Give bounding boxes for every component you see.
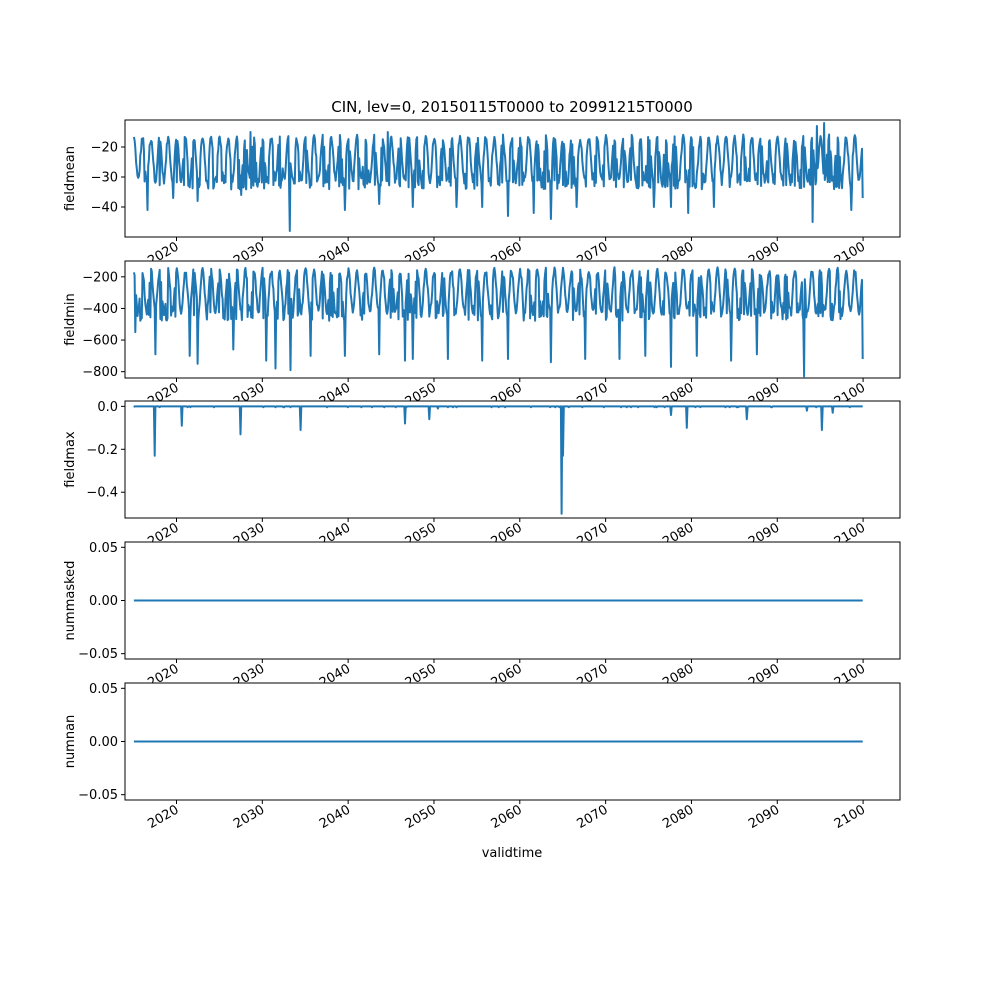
x-tick-label: 2030 [231, 802, 267, 832]
y-tick-label: −0.2 [86, 443, 118, 458]
y-tick-label: −200 [82, 270, 118, 285]
y-tick-label: −800 [82, 365, 118, 380]
x-tick-label: 2020 [145, 802, 181, 832]
y-tick-label: 0.0 [97, 400, 118, 415]
y-tick-label: 0.05 [89, 541, 118, 556]
x-axis-label: validtime [482, 846, 543, 861]
y-tick-label: −20 [91, 141, 118, 156]
plot-frame [124, 260, 901, 379]
x-tick-label: 2060 [489, 802, 525, 832]
subplot-stack: −20 −30 −40 fieldmean 2020 2030 2040 2050 2060 20… [63, 119, 901, 832]
y-axis-label: nummasked [63, 561, 78, 641]
y-tick-label: −0.05 [78, 647, 118, 662]
y-tick-label: −400 [82, 302, 118, 317]
y-tick-label: −0.4 [86, 486, 118, 501]
y-tick-label: −30 [91, 171, 118, 186]
series-line-fieldmean [132, 122, 864, 232]
subplot-numnan: 0.05 0.00 −0.05 numnan 2020 2030 2040 2050 2060 2… [63, 682, 901, 832]
y-tick-label: 0.00 [89, 594, 118, 609]
plot-frame [124, 400, 901, 519]
y-tick-label: −600 [82, 334, 118, 349]
panel-background [125, 401, 900, 518]
y-tick-label: −40 [91, 201, 118, 216]
x-tick-label: 2080 [660, 802, 696, 832]
y-tick-label: 0.05 [89, 682, 118, 697]
plot-frame [124, 119, 901, 238]
x-tick-label: 2070 [574, 802, 610, 832]
y-axis-label: fieldmax [63, 431, 78, 488]
y-tick-label: 0.00 [89, 735, 118, 750]
y-tick-label: −0.05 [78, 788, 118, 803]
chart-title: CIN, lev=0, 20150115T0000 to 20991215T00… [331, 98, 693, 116]
series-line-fieldmin [132, 266, 864, 378]
y-axis-label: fieldmean [63, 146, 78, 211]
x-tick-label: 2090 [746, 802, 782, 832]
x-tick-label: 2050 [403, 802, 439, 832]
series-line-fieldmax [133, 405, 863, 515]
x-tick-label: 2100 [832, 802, 868, 832]
y-axis-label: fieldmin [63, 293, 78, 346]
x-tick-label: 2040 [317, 802, 353, 832]
y-axis-label: numnan [63, 715, 78, 769]
